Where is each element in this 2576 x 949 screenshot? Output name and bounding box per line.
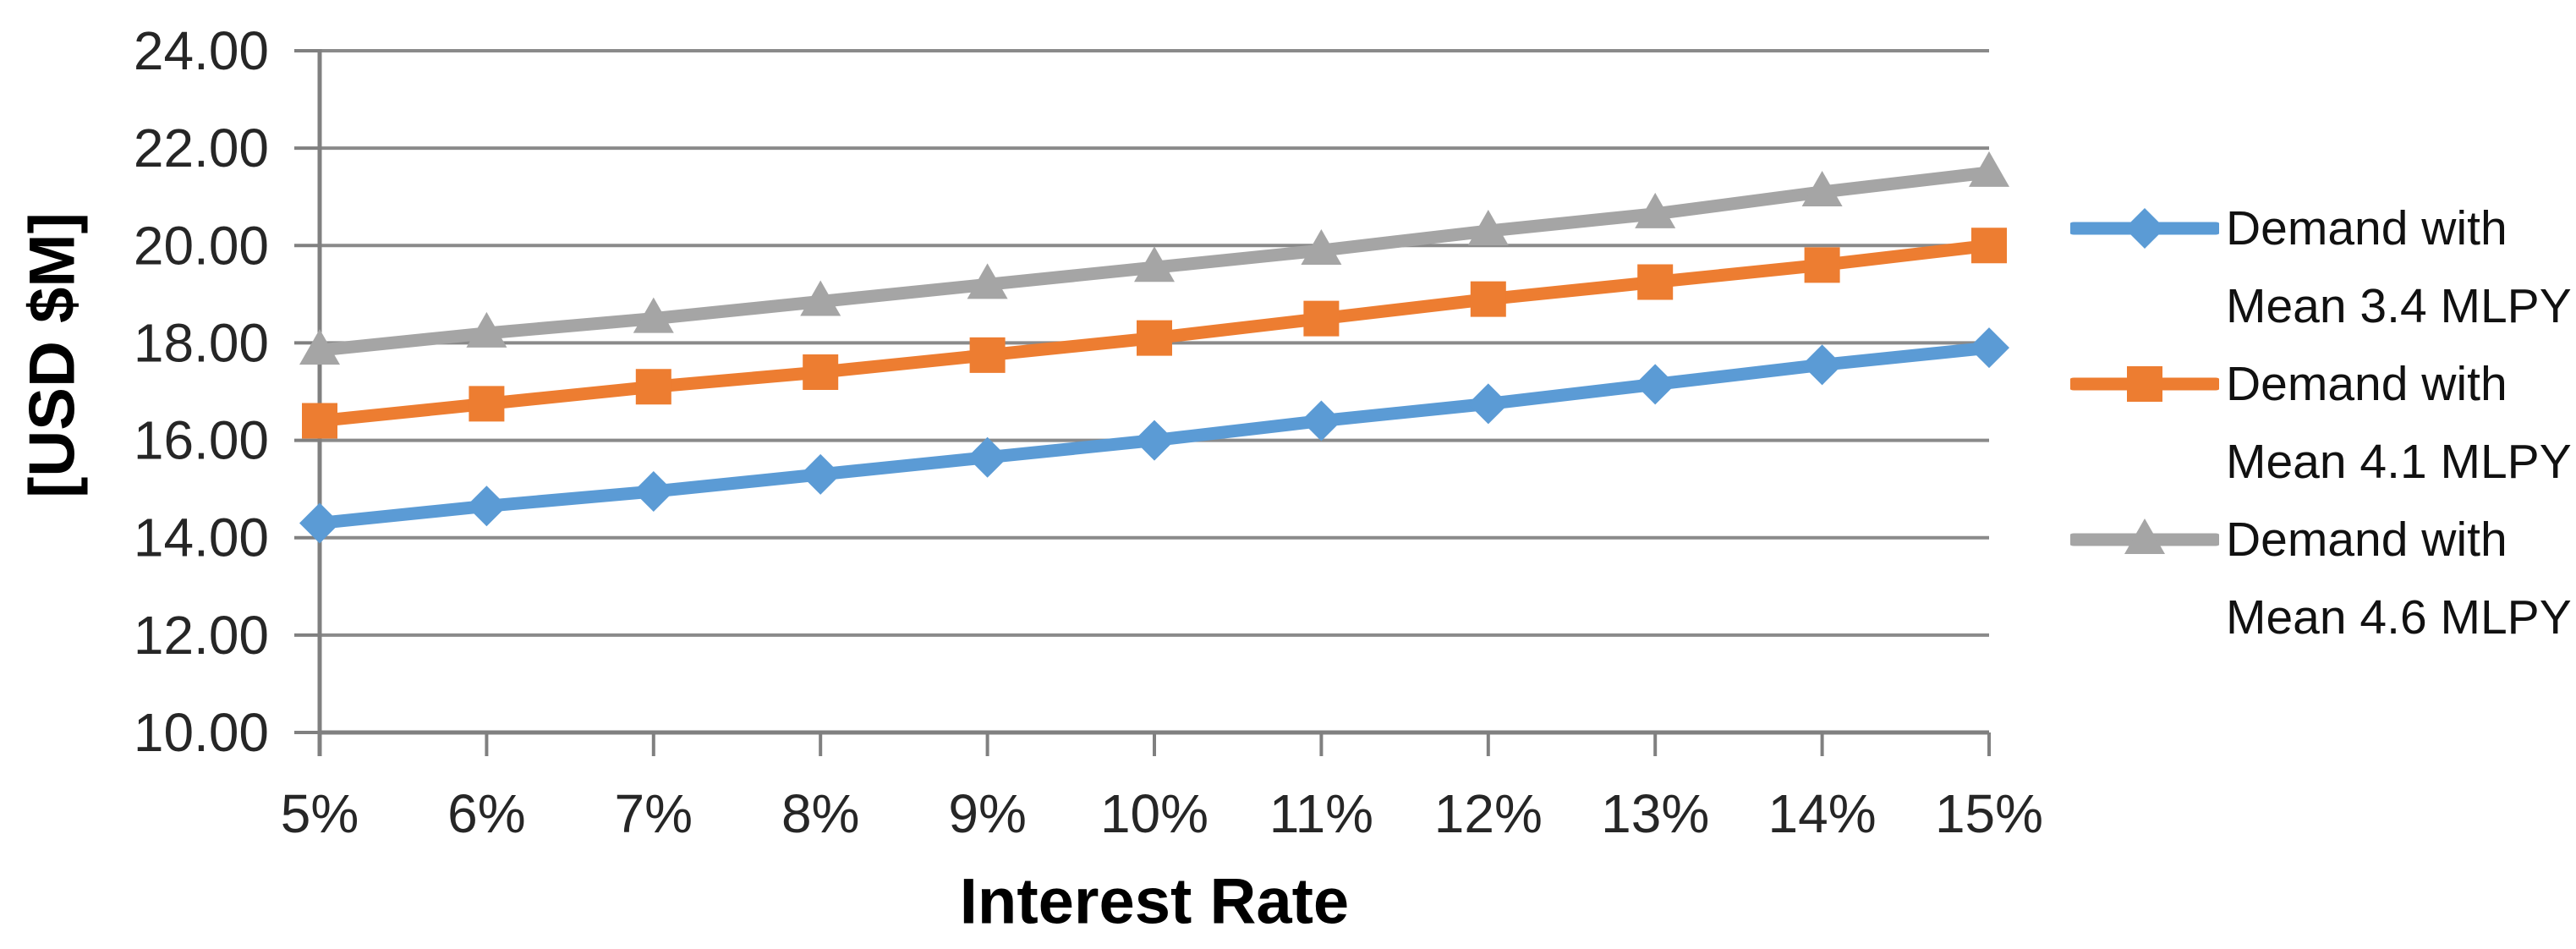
y-tick-label: 22.00 xyxy=(134,118,269,178)
legend-entry: Demand with Mean 4.6 MLPY xyxy=(2070,501,2572,656)
legend-entry: Demand with Mean 4.1 MLPY xyxy=(2070,345,2572,501)
legend-label-line: Demand with xyxy=(2226,201,2507,255)
legend-label-line: Demand with xyxy=(2226,513,2507,567)
triangle-marker-icon xyxy=(466,311,507,348)
triangle-marker-icon xyxy=(1134,246,1175,283)
x-tick-label: 10% xyxy=(1100,783,1209,844)
legend-entry: Demand with Mean 3.4 MLPY xyxy=(2070,189,2572,345)
diamond-marker-icon xyxy=(1801,344,1843,386)
y-axis-title: [USD $M] xyxy=(16,212,89,498)
triangle-marker-icon xyxy=(633,297,674,333)
diamond-marker-icon xyxy=(800,453,841,495)
y-tick-label: 24.00 xyxy=(134,20,269,81)
diamond-marker-icon xyxy=(2124,208,2165,249)
legend-diamond-swatch-icon xyxy=(2070,208,2219,249)
series-square xyxy=(302,228,2007,439)
square-marker-icon xyxy=(803,354,839,390)
triangle-marker-icon xyxy=(800,280,841,316)
x-tick-label: 12% xyxy=(1434,783,1543,844)
y-tick-label: 18.00 xyxy=(134,312,269,373)
diamond-marker-icon xyxy=(1635,364,1676,405)
triangle-marker-icon xyxy=(1301,229,1342,266)
legend-label: Demand with Mean 3.4 MLPY xyxy=(2226,189,2572,345)
x-tick-label: 7% xyxy=(615,783,693,844)
square-marker-icon xyxy=(1804,247,1840,283)
series-triangle xyxy=(299,151,2009,365)
y-tick-label: 10.00 xyxy=(134,702,269,763)
series-diamond xyxy=(299,327,2009,544)
square-marker-icon xyxy=(1137,320,1172,356)
y-tick-label: 14.00 xyxy=(134,507,269,568)
legend: Demand with Mean 3.4 MLPY Demand with Mean … xyxy=(2070,189,2572,656)
y-tick-label: 20.00 xyxy=(134,215,269,276)
square-marker-icon xyxy=(1470,281,1506,317)
triangle-marker-icon xyxy=(967,263,1008,299)
square-marker-icon xyxy=(2127,366,2162,402)
square-marker-icon xyxy=(1303,300,1340,337)
legend-label: Demand with Mean 4.1 MLPY xyxy=(2226,345,2572,501)
x-tick-label: 5% xyxy=(281,783,359,844)
y-tick-label: 12.00 xyxy=(134,605,269,666)
legend-label-line: Demand with xyxy=(2226,357,2507,411)
x-axis-title: Interest Rate xyxy=(959,865,1350,938)
square-marker-icon xyxy=(969,337,1006,373)
diamond-marker-icon xyxy=(1301,400,1342,442)
axes xyxy=(317,49,1989,756)
triangle-marker-icon xyxy=(299,329,340,365)
y-tick-label: 16.00 xyxy=(134,410,269,471)
triangle-marker-icon xyxy=(1467,210,1509,246)
square-marker-icon xyxy=(1637,264,1674,300)
square-marker-icon xyxy=(302,403,337,439)
diamond-marker-icon xyxy=(1969,327,2009,369)
legend-label-line: Mean 3.4 MLPY xyxy=(2226,279,2572,333)
square-marker-icon xyxy=(1971,228,2007,264)
diamond-marker-icon xyxy=(1467,383,1509,425)
x-tick-label: 11% xyxy=(1269,783,1373,844)
x-tick-label: 14% xyxy=(1768,783,1877,844)
tick-labels: 10.00 12.00 14.00 16.00 18.00 20.00 22.00 24.00… xyxy=(134,20,2043,844)
x-tick-label: 6% xyxy=(447,783,526,844)
triangle-marker-icon xyxy=(1635,192,1676,228)
legend-triangle-swatch-icon xyxy=(2070,518,2219,554)
legend-label-line: Mean 4.6 MLPY xyxy=(2226,590,2572,645)
x-tick-label: 15% xyxy=(1935,783,2043,844)
x-tick-label: 9% xyxy=(948,783,1027,844)
x-tick-label: 13% xyxy=(1601,783,1709,844)
x-tick-label: 8% xyxy=(781,783,860,844)
legend-square-swatch-icon xyxy=(2070,366,2219,402)
diamond-marker-icon xyxy=(1134,420,1175,461)
legend-label-line: Mean 4.1 MLPY xyxy=(2226,435,2572,489)
diamond-marker-icon xyxy=(633,471,674,513)
triangle-marker-icon xyxy=(1969,151,2009,187)
diamond-marker-icon xyxy=(967,436,1008,478)
legend-label: Demand with Mean 4.6 MLPY xyxy=(2226,501,2572,656)
triangle-marker-icon xyxy=(1801,170,1843,206)
diamond-marker-icon xyxy=(299,502,340,544)
triangle-marker-icon xyxy=(2124,518,2165,554)
diamond-marker-icon xyxy=(466,485,507,527)
square-marker-icon xyxy=(635,369,671,405)
square-marker-icon xyxy=(469,386,505,422)
